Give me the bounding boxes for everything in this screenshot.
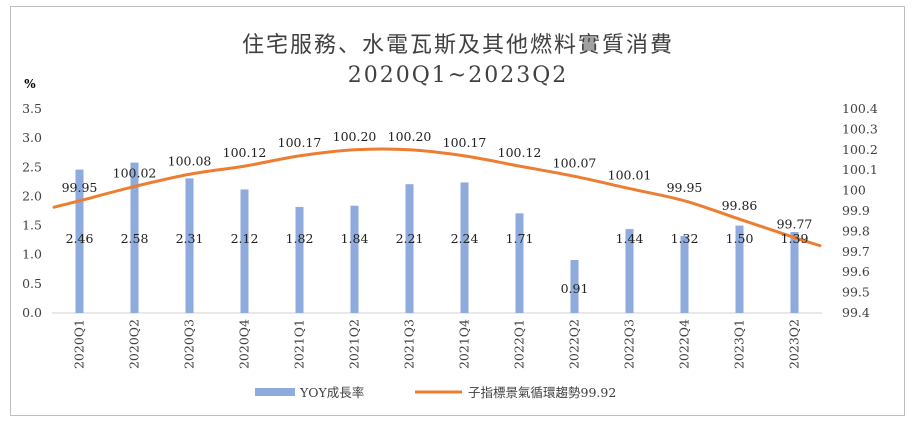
right-tick-label: 100.4 — [842, 101, 878, 116]
line-value-label: 100.02 — [113, 166, 157, 181]
x-tick-label: 2023Q2 — [787, 319, 802, 369]
bar — [130, 162, 139, 313]
chart-title-line2: 2020Q1~2023Q2 — [348, 63, 568, 88]
right-tick-label: 99.8 — [842, 223, 870, 238]
bar — [240, 189, 249, 313]
bar — [680, 236, 689, 313]
line-value-labels: 99.95 100.02 100.08 100.12 100.17 100.20 100.2… — [62, 129, 813, 232]
x-tick-label: 2020Q1 — [72, 319, 87, 369]
right-tick-label: 99.7 — [842, 244, 870, 259]
left-tick-label: 3.5 — [22, 101, 42, 116]
bar — [460, 182, 469, 313]
bar — [185, 178, 194, 313]
line-value-label: 100.01 — [608, 168, 652, 183]
right-tick-label: 99.5 — [842, 285, 870, 300]
x-tick-label: 2021Q1 — [292, 319, 307, 369]
x-tick-label: 2021Q4 — [457, 319, 472, 369]
bar-value-label: 1.39 — [781, 231, 809, 246]
bar — [625, 229, 634, 313]
bar-value-labels: 2.46 2.58 2.31 2.12 1.82 1.84 2.21 2.24 1.71 0.91… — [66, 231, 809, 296]
left-tick-label: 1.0 — [22, 247, 42, 262]
bar-value-label: 2.31 — [176, 231, 204, 246]
bar-value-label: 1.50 — [726, 231, 754, 246]
bar-value-label: 2.58 — [121, 231, 149, 246]
line-value-label: 100.17 — [443, 135, 487, 150]
legend-label-bar: YOY成長率 — [299, 385, 364, 400]
bar-value-label: 1.71 — [506, 231, 534, 246]
trend-line — [52, 147, 822, 248]
x-tick-label: 2021Q3 — [402, 319, 417, 369]
line-value-label: 99.86 — [722, 198, 758, 213]
bar-value-label: 2.12 — [231, 231, 259, 246]
bar — [570, 259, 579, 313]
left-tick-label: 3.0 — [22, 130, 42, 145]
bar-series — [75, 162, 799, 313]
left-axis-unit: % — [24, 77, 36, 91]
bar-value-label: 1.44 — [616, 231, 644, 246]
chart-title-line1: 住宅服務、水電瓦斯及其他燃料實質消費 — [242, 33, 674, 58]
bar-value-label: 1.84 — [341, 231, 369, 246]
left-tick-label: 0.5 — [22, 276, 42, 291]
bar — [350, 205, 359, 313]
right-tick-label: 100.1 — [842, 162, 878, 177]
x-axis: 2020Q1 2020Q2 2020Q3 2020Q4 2021Q1 2021Q2 2021… — [72, 319, 802, 369]
x-tick-label: 2022Q4 — [677, 319, 692, 369]
x-tick-label: 2023Q1 — [732, 319, 747, 369]
line-value-label: 100.12 — [498, 145, 542, 160]
line-value-label: 100.12 — [223, 145, 267, 160]
left-tick-label: 0.0 — [22, 305, 42, 320]
bar-value-label: 1.32 — [671, 231, 699, 246]
right-tick-label: 99.9 — [842, 203, 870, 218]
right-tick-label: 99.4 — [842, 305, 870, 320]
line-value-label: 99.77 — [777, 217, 813, 232]
legend: YOY成長率 子指標景氣循環趨勢99.92 — [255, 385, 616, 400]
x-tick-label: 2022Q3 — [622, 319, 637, 369]
left-tick-label: 2.0 — [22, 188, 42, 203]
bar — [515, 213, 524, 313]
bar — [295, 206, 304, 313]
bar-value-label: 2.46 — [66, 231, 94, 246]
bar — [405, 184, 414, 313]
x-tick-label: 2022Q1 — [512, 319, 527, 369]
line-value-label: 100.08 — [168, 153, 212, 168]
line-value-label: 100.07 — [553, 155, 597, 170]
bar-value-label: 0.91 — [561, 281, 589, 296]
chart-frame — [10, 6, 905, 416]
line-value-label: 100.17 — [278, 135, 322, 150]
bar-value-label: 2.21 — [396, 231, 424, 246]
line-series — [52, 147, 822, 248]
right-tick-label: 100.3 — [842, 121, 878, 136]
x-tick-label: 2021Q2 — [347, 319, 362, 369]
right-tick-label: 99.6 — [842, 264, 870, 279]
bar — [790, 231, 799, 313]
line-value-label: 100.20 — [333, 129, 377, 144]
line-value-label: 99.95 — [667, 180, 703, 195]
x-tick-label: 2020Q3 — [182, 319, 197, 369]
right-tick-label: 100 — [842, 183, 866, 198]
left-axis: 0.0 0.5 1.0 1.5 2.0 2.5 3.0 3.5 — [22, 101, 42, 320]
right-axis: 99.4 99.5 99.6 99.7 99.8 99.9 100 100.1 100.2 100… — [842, 101, 878, 320]
bar — [75, 169, 84, 313]
legend-swatch-bar — [255, 388, 295, 396]
line-value-label: 99.95 — [62, 180, 98, 195]
x-tick-label: 2020Q2 — [127, 319, 142, 369]
bar-value-label: 1.82 — [286, 231, 314, 246]
right-tick-label: 100.2 — [842, 142, 878, 157]
x-tick-label: 2020Q4 — [237, 319, 252, 369]
left-tick-label: 1.5 — [22, 218, 42, 233]
left-tick-label: 2.5 — [22, 159, 42, 174]
line-value-label: 100.20 — [388, 129, 432, 144]
x-tick-label: 2022Q2 — [567, 319, 582, 369]
bar-value-label: 2.24 — [451, 231, 479, 246]
bar — [735, 225, 744, 313]
legend-label-line: 子指標景氣循環趨勢99.92 — [468, 385, 616, 400]
